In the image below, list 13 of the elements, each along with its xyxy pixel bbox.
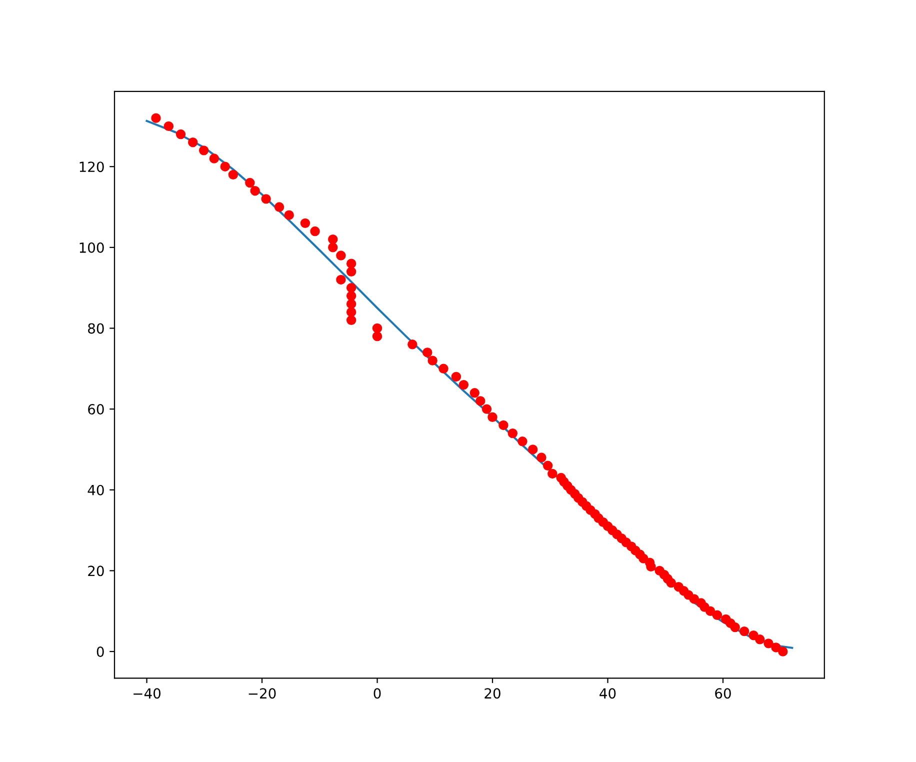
x-tick-label: 40 [600,688,616,699]
y-tick-label: 20 [88,566,104,576]
x-tick-label: −20 [248,688,276,699]
y-tick-label: 80 [88,323,104,334]
y-tick-label: 40 [88,484,104,496]
x-tick-label: 20 [484,688,500,699]
y-tick-label: 60 [88,404,104,415]
x-tick-label: 60 [715,688,731,699]
y-tick-label: 0 [96,646,104,657]
y-tick-label: 100 [80,242,104,253]
x-tick-label: 0 [374,688,381,699]
x-tick-label: −40 [134,688,160,699]
y-tick-label: 120 [80,162,104,172]
